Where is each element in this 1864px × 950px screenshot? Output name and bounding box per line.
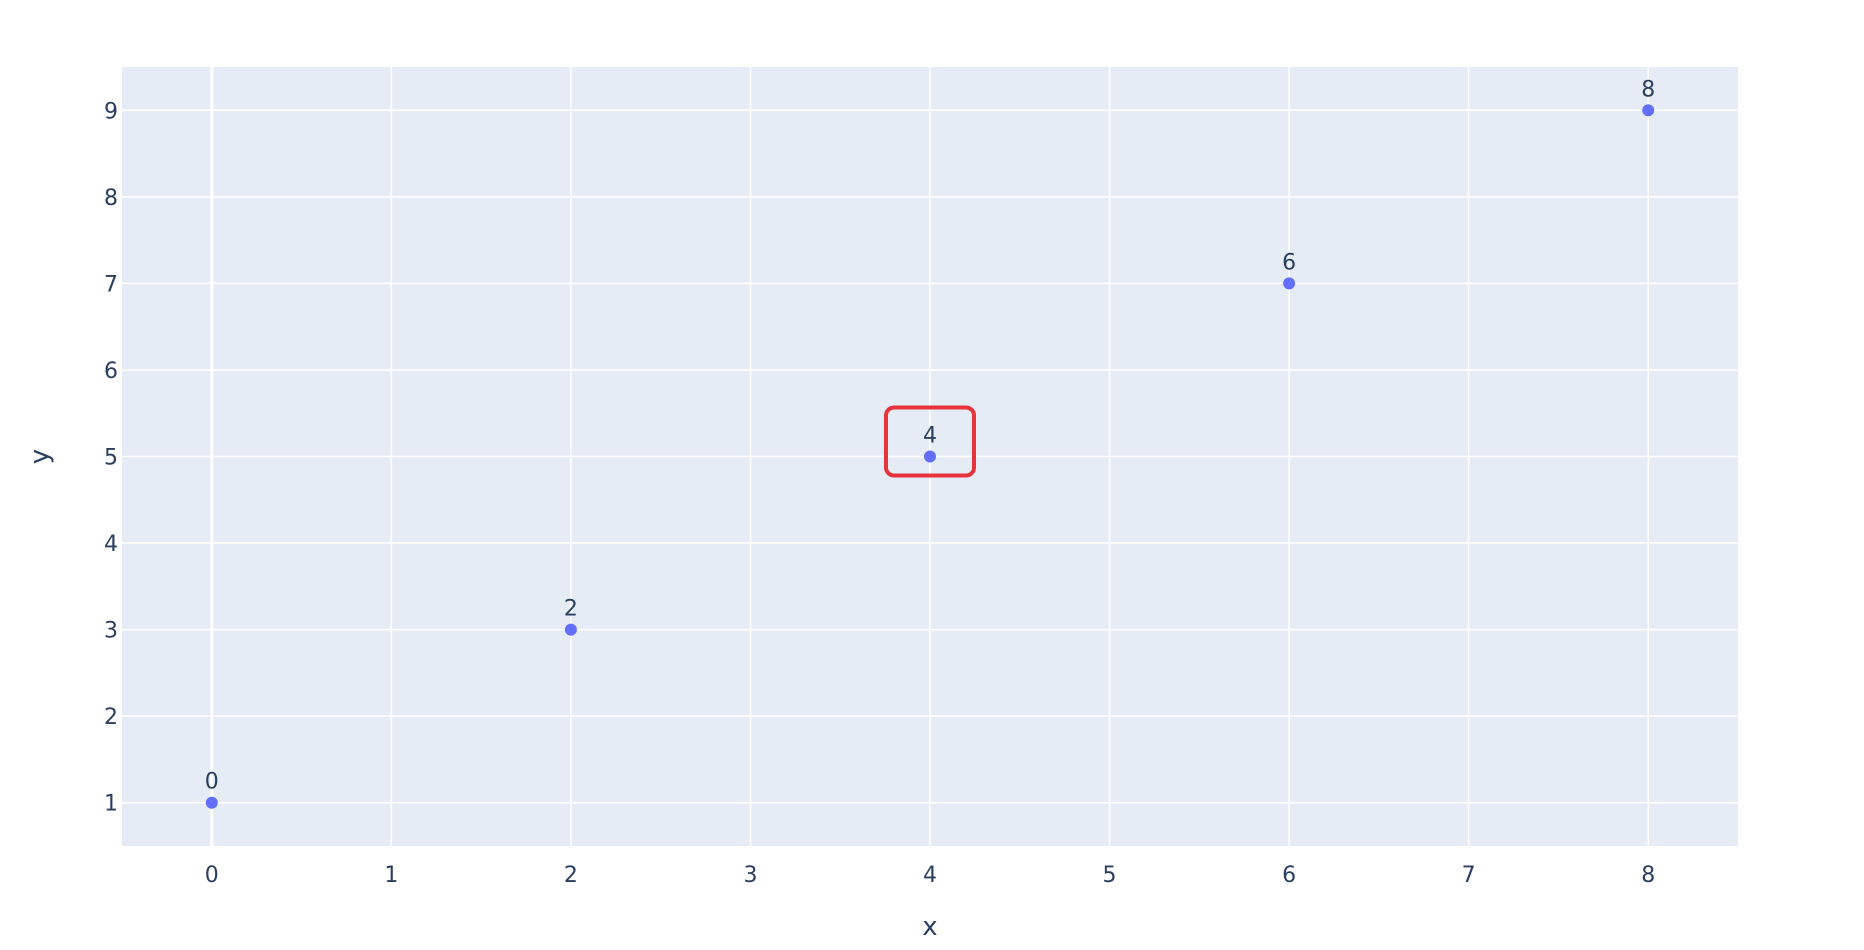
x-tick-label-7: 7 — [1462, 863, 1476, 888]
x-tick-label-6: 6 — [1282, 863, 1296, 888]
data-points — [205, 104, 1655, 809]
data-point-1 — [564, 623, 577, 636]
y-axis-title: y — [25, 449, 55, 464]
data-point-2 — [924, 450, 936, 463]
data-point-label-0: 0 — [205, 770, 219, 795]
x-tick-labels: 0 1 2 3 4 5 6 7 8 — [205, 863, 1655, 888]
x-tick-label-1: 1 — [384, 863, 398, 888]
y-tick-label-3: 3 — [104, 619, 118, 644]
highlight-box — [884, 405, 976, 478]
data-point-label-1: 2 — [564, 597, 578, 622]
x-tick-label-0: 0 — [205, 863, 219, 888]
x-tick-label-5: 5 — [1103, 863, 1117, 888]
data-point-3 — [1283, 277, 1296, 290]
x-tick-label-4: 4 — [923, 863, 937, 888]
data-point-4 — [1642, 104, 1655, 117]
data-point-label-3: 6 — [1282, 250, 1296, 275]
x-tick-label-3: 3 — [743, 863, 757, 888]
y-tick-label-4: 4 — [104, 532, 118, 557]
x-tick-label-2: 2 — [564, 863, 578, 888]
y-tick-label-8: 8 — [104, 186, 118, 211]
x-axis-title: x — [922, 912, 937, 942]
y-tick-label-5: 5 — [104, 446, 118, 471]
x-tick-label-8: 8 — [1641, 863, 1655, 888]
data-point-0 — [205, 796, 218, 809]
y-tick-label-9: 9 — [104, 99, 118, 124]
y-tick-label-2: 2 — [104, 705, 118, 730]
data-point-label-4: 8 — [1641, 77, 1655, 102]
y-tick-labels: 1 2 3 4 5 6 7 8 9 — [104, 99, 118, 816]
y-tick-label-1: 1 — [104, 792, 118, 817]
data-point-labels: 0 2 4 6 8 — [205, 77, 1655, 794]
y-tick-label-6: 6 — [104, 359, 118, 384]
y-tick-label-7: 7 — [104, 272, 118, 297]
data-point-label-2: 4 — [923, 424, 937, 449]
